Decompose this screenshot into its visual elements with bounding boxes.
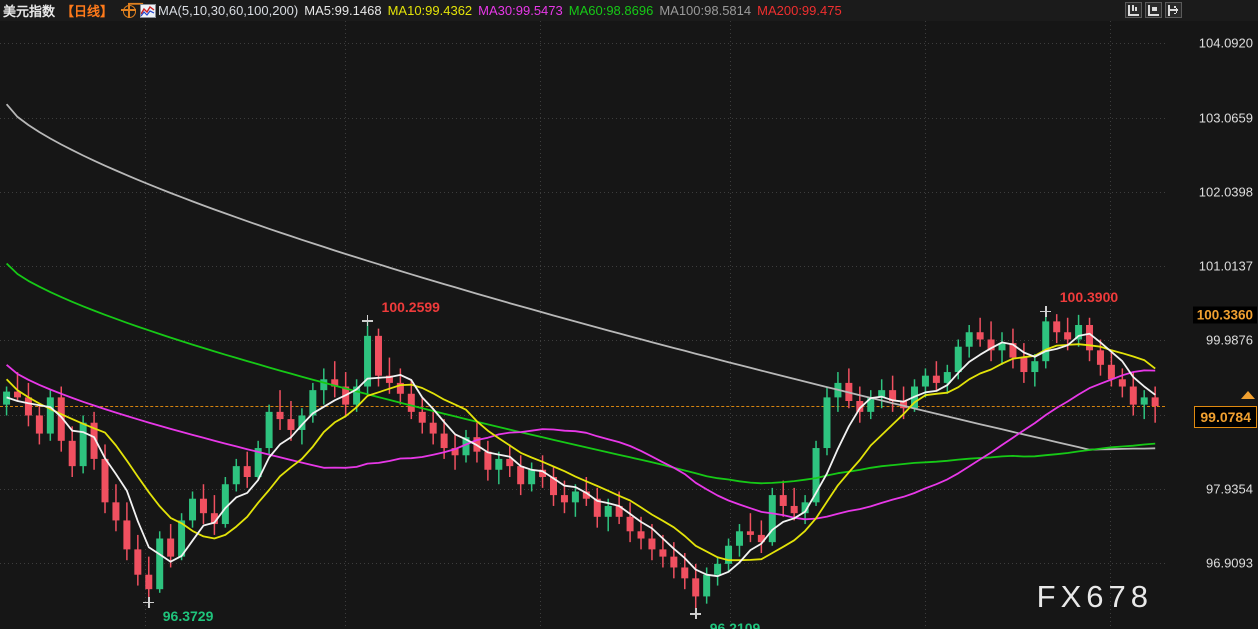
mini-chart-icon[interactable] [140, 3, 157, 18]
period-label: 【日线】 [61, 4, 114, 19]
grid-line-horizontal [0, 563, 1165, 565]
crosshair-target-icon[interactable] [121, 3, 137, 18]
axis-tick-label: 99.9876 [1206, 332, 1253, 348]
grid-line-vertical [1110, 21, 1111, 629]
grid-line-vertical [145, 21, 146, 629]
ma200-value: MA200:99.475 [757, 3, 842, 18]
ma30-line [6, 364, 1156, 521]
high-label-mid: 100.2599 [381, 298, 440, 315]
extreme-marker-icon [1040, 305, 1052, 317]
ma-definition: MA(5,10,30,60,100,200) [158, 3, 299, 18]
extreme-marker-icon [143, 596, 155, 608]
series-layer [3, 103, 1159, 614]
grid-line-vertical [730, 21, 731, 629]
grid-line-vertical [925, 21, 926, 629]
chart-header-legend: 美元指数 【日线】 MA(5,10,30,60,100,200) MA5:99.… [0, 0, 1258, 21]
grid-line-vertical [345, 21, 346, 629]
grid-line-horizontal [0, 414, 1165, 416]
ma5-value: MA5:99.1468 [304, 3, 382, 18]
last-price-line [0, 406, 1165, 408]
ma30-value: MA30:99.5473 [478, 3, 563, 18]
ma60-value: MA60:98.8696 [568, 3, 654, 18]
align-left-tool-icon[interactable] [1125, 2, 1142, 18]
grid-layer [0, 21, 1165, 629]
high-label-right: 100.3900 [1059, 289, 1119, 306]
low-label-left: 96.3729 [162, 608, 214, 624]
last-price-arrow-icon [1241, 391, 1255, 400]
price-axis[interactable]: 104.0920 103.0659 102.0398 101.0137 99.9876 9… [1165, 21, 1258, 629]
grid-line-horizontal [0, 191, 1165, 193]
ma100-line [5, 103, 1156, 451]
ma100-value: MA100:98.5814 [659, 3, 752, 18]
grid-line-horizontal [0, 340, 1165, 342]
shift-right-tool-icon[interactable] [1165, 2, 1182, 18]
axis-last-price-tag[interactable]: 99.0784 [1194, 406, 1257, 429]
grid-line-horizontal [0, 117, 1165, 119]
chart-toolbar[interactable] [1125, 2, 1182, 18]
extreme-marker-icon [362, 315, 374, 327]
axis-tick-label: 101.0137 [1198, 258, 1253, 274]
watermark: FX678 [1036, 579, 1153, 614]
low-label-mid: 96.2109 [709, 619, 761, 629]
grid-line-vertical [540, 21, 541, 629]
grid-line-horizontal [0, 43, 1165, 45]
ma10-value: MA10:99.4362 [387, 3, 473, 18]
symbol-name: 美元指数 [3, 4, 56, 19]
grid-line-horizontal [0, 266, 1165, 268]
ma5-line [6, 332, 1156, 578]
grid-line-horizontal [0, 488, 1165, 490]
axis-tick-label: 97.9354 [1206, 481, 1253, 497]
ma60-line [5, 262, 1156, 485]
price-plot-area[interactable]: 100.2599 100.3900 96.3729 96.2109 FX678 [0, 21, 1165, 629]
extreme-marker-icon [690, 608, 702, 620]
axis-tick-label: 103.0659 [1198, 110, 1253, 126]
axis-tick-label: 102.0398 [1198, 184, 1253, 200]
axis-close-tag: 100.3360 [1192, 306, 1257, 324]
axis-tick-label: 96.9093 [1206, 555, 1253, 571]
candlestick-series [3, 311, 1159, 614]
align-center-tool-icon[interactable] [1145, 2, 1162, 18]
axis-tick-label: 104.0920 [1198, 35, 1253, 51]
